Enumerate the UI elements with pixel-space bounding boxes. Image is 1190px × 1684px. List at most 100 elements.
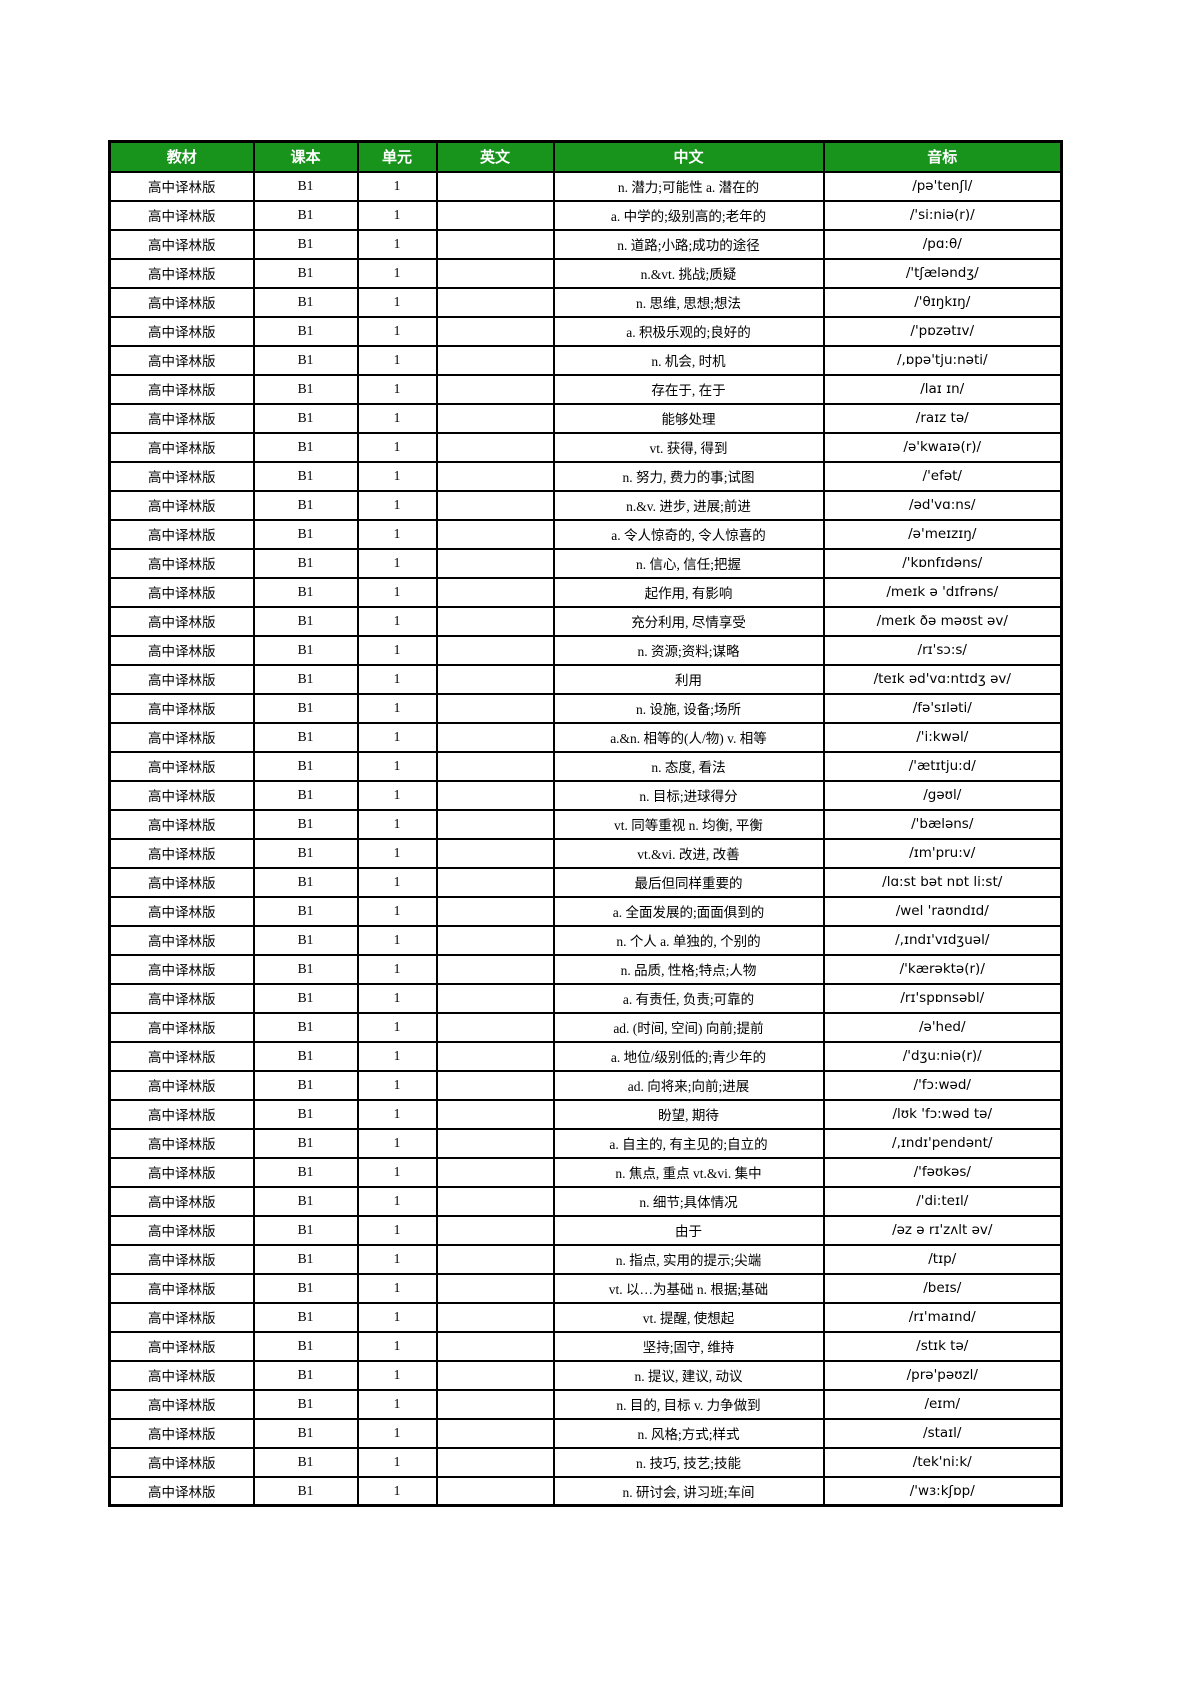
cell-unit: 1 — [356, 547, 438, 579]
cell-english — [435, 199, 555, 231]
cell-phonetic: /'tʃæləndʒ/ — [822, 257, 1063, 289]
cell-english — [435, 634, 555, 666]
cell-chinese: a. 地位/级别低的;青少年的 — [552, 1040, 825, 1072]
cell-english — [435, 663, 555, 695]
cell-book: B1 — [252, 402, 359, 434]
cell-chinese: 存在于, 在于 — [552, 373, 825, 405]
cell-english — [435, 1359, 555, 1391]
cell-english — [435, 982, 555, 1014]
cell-book: B1 — [252, 634, 359, 666]
cell-english — [435, 1098, 555, 1130]
cell-unit: 1 — [356, 315, 438, 347]
cell-english — [435, 576, 555, 608]
table-row: 高中译林版 B1 1 vt. 同等重视 n. 均衡, 平衡 /'bæləns/ — [108, 808, 1063, 840]
cell-chinese: n. 道路;小路;成功的途径 — [552, 228, 825, 260]
cell-unit: 1 — [356, 953, 438, 985]
cell-chinese: a. 积极乐观的;良好的 — [552, 315, 825, 347]
cell-book: B1 — [252, 373, 359, 405]
cell-chinese: 起作用, 有影响 — [552, 576, 825, 608]
cell-unit: 1 — [356, 750, 438, 782]
cell-chinese: a. 令人惊奇的, 令人惊喜的 — [552, 518, 825, 550]
table-row: 高中译林版 B1 1 a. 有责任, 负责;可靠的 /rɪ'spɒnsəbl/ — [108, 982, 1063, 1014]
cell-book: B1 — [252, 779, 359, 811]
cell-textbook: 高中译林版 — [108, 1214, 255, 1246]
cell-phonetic: /pə'tenʃl/ — [822, 170, 1063, 202]
cell-book: B1 — [252, 721, 359, 753]
cell-chinese: n. 品质, 性格;特点;人物 — [552, 953, 825, 985]
cell-textbook: 高中译林版 — [108, 1359, 255, 1391]
cell-unit: 1 — [356, 837, 438, 869]
cell-textbook: 高中译林版 — [108, 1069, 255, 1101]
cell-phonetic: /,ɒpə'tju:nəti/ — [822, 344, 1063, 376]
cell-textbook: 高中译林版 — [108, 982, 255, 1014]
cell-chinese: n. 努力, 费力的事;试图 — [552, 460, 825, 492]
cell-chinese: n.&vt. 挑战;质疑 — [552, 257, 825, 289]
cell-chinese: n. 潜力;可能性 a. 潜在的 — [552, 170, 825, 202]
cell-phonetic: /'kærəktə(r)/ — [822, 953, 1063, 985]
cell-english — [435, 344, 555, 376]
cell-unit: 1 — [356, 1243, 438, 1275]
cell-textbook: 高中译林版 — [108, 547, 255, 579]
table-row: 高中译林版 B1 1 n. 设施, 设备;场所 /fə'sɪləti/ — [108, 692, 1063, 724]
cell-unit: 1 — [356, 402, 438, 434]
cell-book: B1 — [252, 1272, 359, 1304]
cell-phonetic: /stɪk tə/ — [822, 1330, 1063, 1362]
cell-chinese: 利用 — [552, 663, 825, 695]
cell-unit: 1 — [356, 982, 438, 1014]
cell-unit: 1 — [356, 576, 438, 608]
cell-book: B1 — [252, 663, 359, 695]
cell-textbook: 高中译林版 — [108, 634, 255, 666]
cell-unit: 1 — [356, 1127, 438, 1159]
cell-unit: 1 — [356, 1388, 438, 1420]
cell-book: B1 — [252, 489, 359, 521]
cell-textbook: 高中译林版 — [108, 1417, 255, 1449]
cell-textbook: 高中译林版 — [108, 895, 255, 927]
table-row: 高中译林版 B1 1 最后但同样重要的 /lɑ:st bət nɒt li:st… — [108, 866, 1063, 898]
cell-phonetic: /tɪp/ — [822, 1243, 1063, 1275]
table-row: 高中译林版 B1 1 vt. 以…为基础 n. 根据;基础 /beɪs/ — [108, 1272, 1063, 1304]
cell-english — [435, 837, 555, 869]
cell-chinese: 充分利用, 尽情享受 — [552, 605, 825, 637]
cell-english — [435, 1185, 555, 1217]
cell-textbook: 高中译林版 — [108, 460, 255, 492]
cell-chinese: n. 目的, 目标 v. 力争做到 — [552, 1388, 825, 1420]
cell-textbook: 高中译林版 — [108, 1272, 255, 1304]
cell-unit: 1 — [356, 924, 438, 956]
table-row: 高中译林版 B1 1 a. 地位/级别低的;青少年的 /'dʒu:niə(r)/ — [108, 1040, 1063, 1072]
cell-english — [435, 750, 555, 782]
cell-book: B1 — [252, 866, 359, 898]
cell-chinese: a.&n. 相等的(人/物) v. 相等 — [552, 721, 825, 753]
cell-phonetic: /rɪ'sɔ:s/ — [822, 634, 1063, 666]
cell-book: B1 — [252, 1069, 359, 1101]
cell-book: B1 — [252, 1040, 359, 1072]
table-row: 高中译林版 B1 1 利用 /teɪk əd'vɑ:ntɪdʒ əv/ — [108, 663, 1063, 695]
cell-english — [435, 605, 555, 637]
cell-phonetic: /ə'meɪzɪŋ/ — [822, 518, 1063, 550]
cell-english — [435, 779, 555, 811]
cell-book: B1 — [252, 286, 359, 318]
cell-unit: 1 — [356, 1185, 438, 1217]
cell-phonetic: /laɪ ɪn/ — [822, 373, 1063, 405]
table-row: 高中译林版 B1 1 ad. (时间, 空间) 向前;提前 /ə'hed/ — [108, 1011, 1063, 1043]
table-header-row: 教材 课本 单元 英文 中文 音标 — [108, 140, 1063, 173]
cell-english — [435, 1156, 555, 1188]
cell-phonetic: /'kɒnfɪdəns/ — [822, 547, 1063, 579]
cell-phonetic: /'i:kwəl/ — [822, 721, 1063, 753]
cell-unit: 1 — [356, 1214, 438, 1246]
cell-phonetic: /'ætɪtju:d/ — [822, 750, 1063, 782]
cell-chinese: n. 指点, 实用的提示;尖端 — [552, 1243, 825, 1275]
cell-phonetic: /'wɜ:kʃɒp/ — [822, 1475, 1063, 1507]
cell-english — [435, 315, 555, 347]
cell-book: B1 — [252, 315, 359, 347]
cell-book: B1 — [252, 1156, 359, 1188]
table-row: 高中译林版 B1 1 n. 努力, 费力的事;试图 /'efət/ — [108, 460, 1063, 492]
table-row: 高中译林版 B1 1 a. 积极乐观的;良好的 /'pɒzətɪv/ — [108, 315, 1063, 347]
cell-chinese: n. 个人 a. 单独的, 个别的 — [552, 924, 825, 956]
table-row: 高中译林版 B1 1 n.&vt. 挑战;质疑 /'tʃæləndʒ/ — [108, 257, 1063, 289]
cell-textbook: 高中译林版 — [108, 170, 255, 202]
table-row: 高中译林版 B1 1 n. 研讨会, 讲习班;车间 /'wɜ:kʃɒp/ — [108, 1475, 1063, 1507]
cell-unit: 1 — [356, 518, 438, 550]
cell-english — [435, 721, 555, 753]
table-row: 高中译林版 B1 1 vt.&vi. 改进, 改善 /ɪm'pru:v/ — [108, 837, 1063, 869]
